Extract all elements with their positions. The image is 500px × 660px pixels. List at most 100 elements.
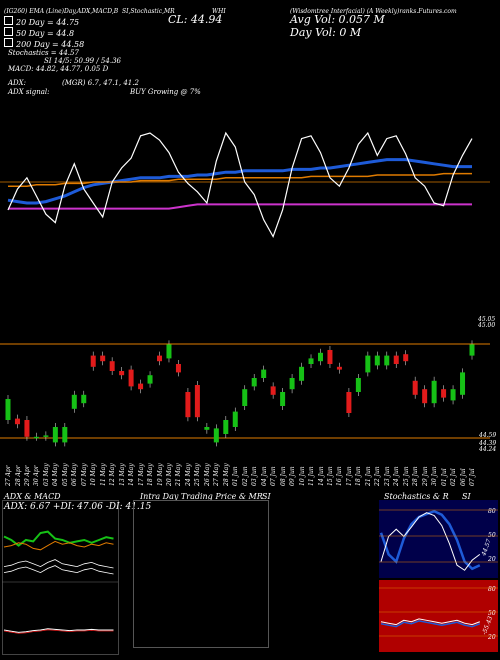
header-top-left: (IG260) EMA (Line)Day,ADX,MACD,B [4, 8, 119, 15]
candle-37 [355, 378, 361, 392]
price-tick-top-2: 45.00 [478, 322, 496, 329]
candle-8 [81, 394, 87, 404]
r-tick-80: 80 [488, 586, 496, 593]
candle-19 [185, 392, 191, 418]
header-top-mid: SI,Stochastic,MR [122, 8, 175, 15]
adx-panel [2, 500, 119, 655]
candle-49 [469, 344, 475, 356]
series-line-3 [7, 131, 473, 239]
candle-5 [52, 427, 58, 443]
candle-9 [90, 355, 96, 367]
adx-label: ADX: [8, 79, 27, 87]
si-readout: SI 14/5: 50.99 / 54.36 [44, 57, 121, 65]
candle-12 [119, 371, 125, 376]
candle-23 [223, 420, 229, 434]
adx-line-2 [3, 565, 114, 575]
adx-values: (MGR) 6.7, 47.1, 41.2 [62, 79, 139, 87]
candle-18 [175, 364, 181, 373]
price-tick-bottom-3: 44.24 [479, 446, 497, 453]
candle-28 [270, 386, 276, 395]
legend-ma20: 20 Day = 44.75 [4, 16, 79, 27]
adx-minus-di-line [3, 540, 114, 551]
candle-41 [393, 355, 399, 364]
candle-27 [261, 369, 267, 378]
candle-14 [138, 383, 144, 390]
candle-22 [213, 428, 219, 443]
candle-45 [431, 380, 437, 404]
adx-panel-title: ADX & MACD [4, 492, 61, 501]
stoch-tick-50: 50 [488, 532, 496, 539]
candle-13 [128, 369, 134, 387]
stoch-tick-20: 20 [488, 556, 496, 563]
candle-25 [242, 389, 248, 406]
candle-35 [336, 366, 342, 370]
macd-line [3, 628, 114, 633]
adx-plus-di-line [3, 530, 114, 547]
candle-32 [308, 358, 314, 364]
mr-panel-si-label: SI [262, 492, 271, 501]
stochastics-readout: Stochastics = 44.57 [8, 49, 79, 57]
mr-panel [133, 500, 269, 648]
legend-ma50-swatch [4, 27, 13, 36]
legend-ma200-swatch [4, 38, 13, 47]
candle-44 [422, 389, 428, 404]
legend-ma200-text: 200 Day = 44.58 [16, 40, 85, 49]
stochastic-k-line [380, 512, 481, 571]
price-tick-top-1: 45.05 [478, 316, 496, 323]
candle-7 [71, 394, 77, 409]
legend-ma50: 50 Day = 44.8 [4, 27, 74, 38]
series-line-2 [8, 203, 472, 210]
candle-4 [43, 435, 49, 437]
candle-40 [384, 355, 390, 366]
candle-31 [299, 366, 305, 381]
macd-signal-line [3, 629, 114, 634]
day-volume-label: Day Vol: 0 M [290, 26, 362, 39]
stoch-panel-title: Stochastics & R [384, 492, 449, 501]
buy-signal-text: BUY Growing @ 7% [130, 88, 201, 96]
r-tick-50: 50 [488, 610, 496, 617]
price-tick-bottom-1: 44.59 [479, 432, 497, 439]
stochastic-d-line [379, 509, 481, 571]
candle-10 [100, 355, 106, 362]
r-tick-20: 20 [488, 634, 496, 641]
header-top-right: (Wisdomtree Interfacial) (A Weekly)ranks… [290, 8, 457, 15]
candle-33 [317, 352, 323, 362]
candle-48 [460, 372, 466, 395]
candle-42 [403, 354, 409, 362]
candle-26 [251, 378, 257, 387]
candle-43 [412, 380, 418, 395]
legend-ma20-text: 20 Day = 44.75 [16, 18, 80, 27]
candle-38 [365, 355, 371, 373]
macd-readout: MACD: 44.82, 44.77, 0.05 D [8, 65, 109, 73]
candle-21 [204, 427, 210, 430]
stoch-tick-80: 80 [488, 508, 496, 515]
main-chart [0, 131, 490, 447]
candle-24 [232, 411, 238, 427]
candle-46 [441, 389, 447, 398]
legend-ma50-text: 50 Day = 44.8 [16, 29, 75, 38]
stoch-panel-si-label: SI [462, 492, 471, 501]
r-line-2 [380, 620, 481, 628]
candle-20 [194, 385, 200, 418]
candle-0 [5, 399, 11, 420]
candle-17 [166, 344, 172, 359]
candle-39 [374, 355, 380, 366]
adx-line [3, 559, 114, 569]
price-tick-bottom-2: 44.39 [479, 440, 497, 447]
legend-ma20-swatch [4, 16, 13, 25]
series-line-0 [7, 158, 472, 205]
candle-15 [147, 375, 153, 384]
legend-ma200: 200 Day = 44.58 [4, 38, 84, 49]
candle-47 [450, 389, 456, 401]
r-line [380, 618, 480, 626]
candle-11 [109, 361, 115, 371]
mr-panel-title: Intra Day Trading Price & MR [140, 492, 263, 501]
avg-volume-label: Avg Vol: 0.057 M [290, 13, 385, 26]
candle-30 [289, 378, 295, 390]
candle-36 [346, 392, 352, 413]
candle-3 [33, 436, 39, 439]
adx-panel-values: ADX: 6.67 +DI: 47.06 -DI: 41.15 [4, 502, 152, 512]
candle-16 [157, 355, 163, 362]
candle-2 [24, 420, 30, 437]
